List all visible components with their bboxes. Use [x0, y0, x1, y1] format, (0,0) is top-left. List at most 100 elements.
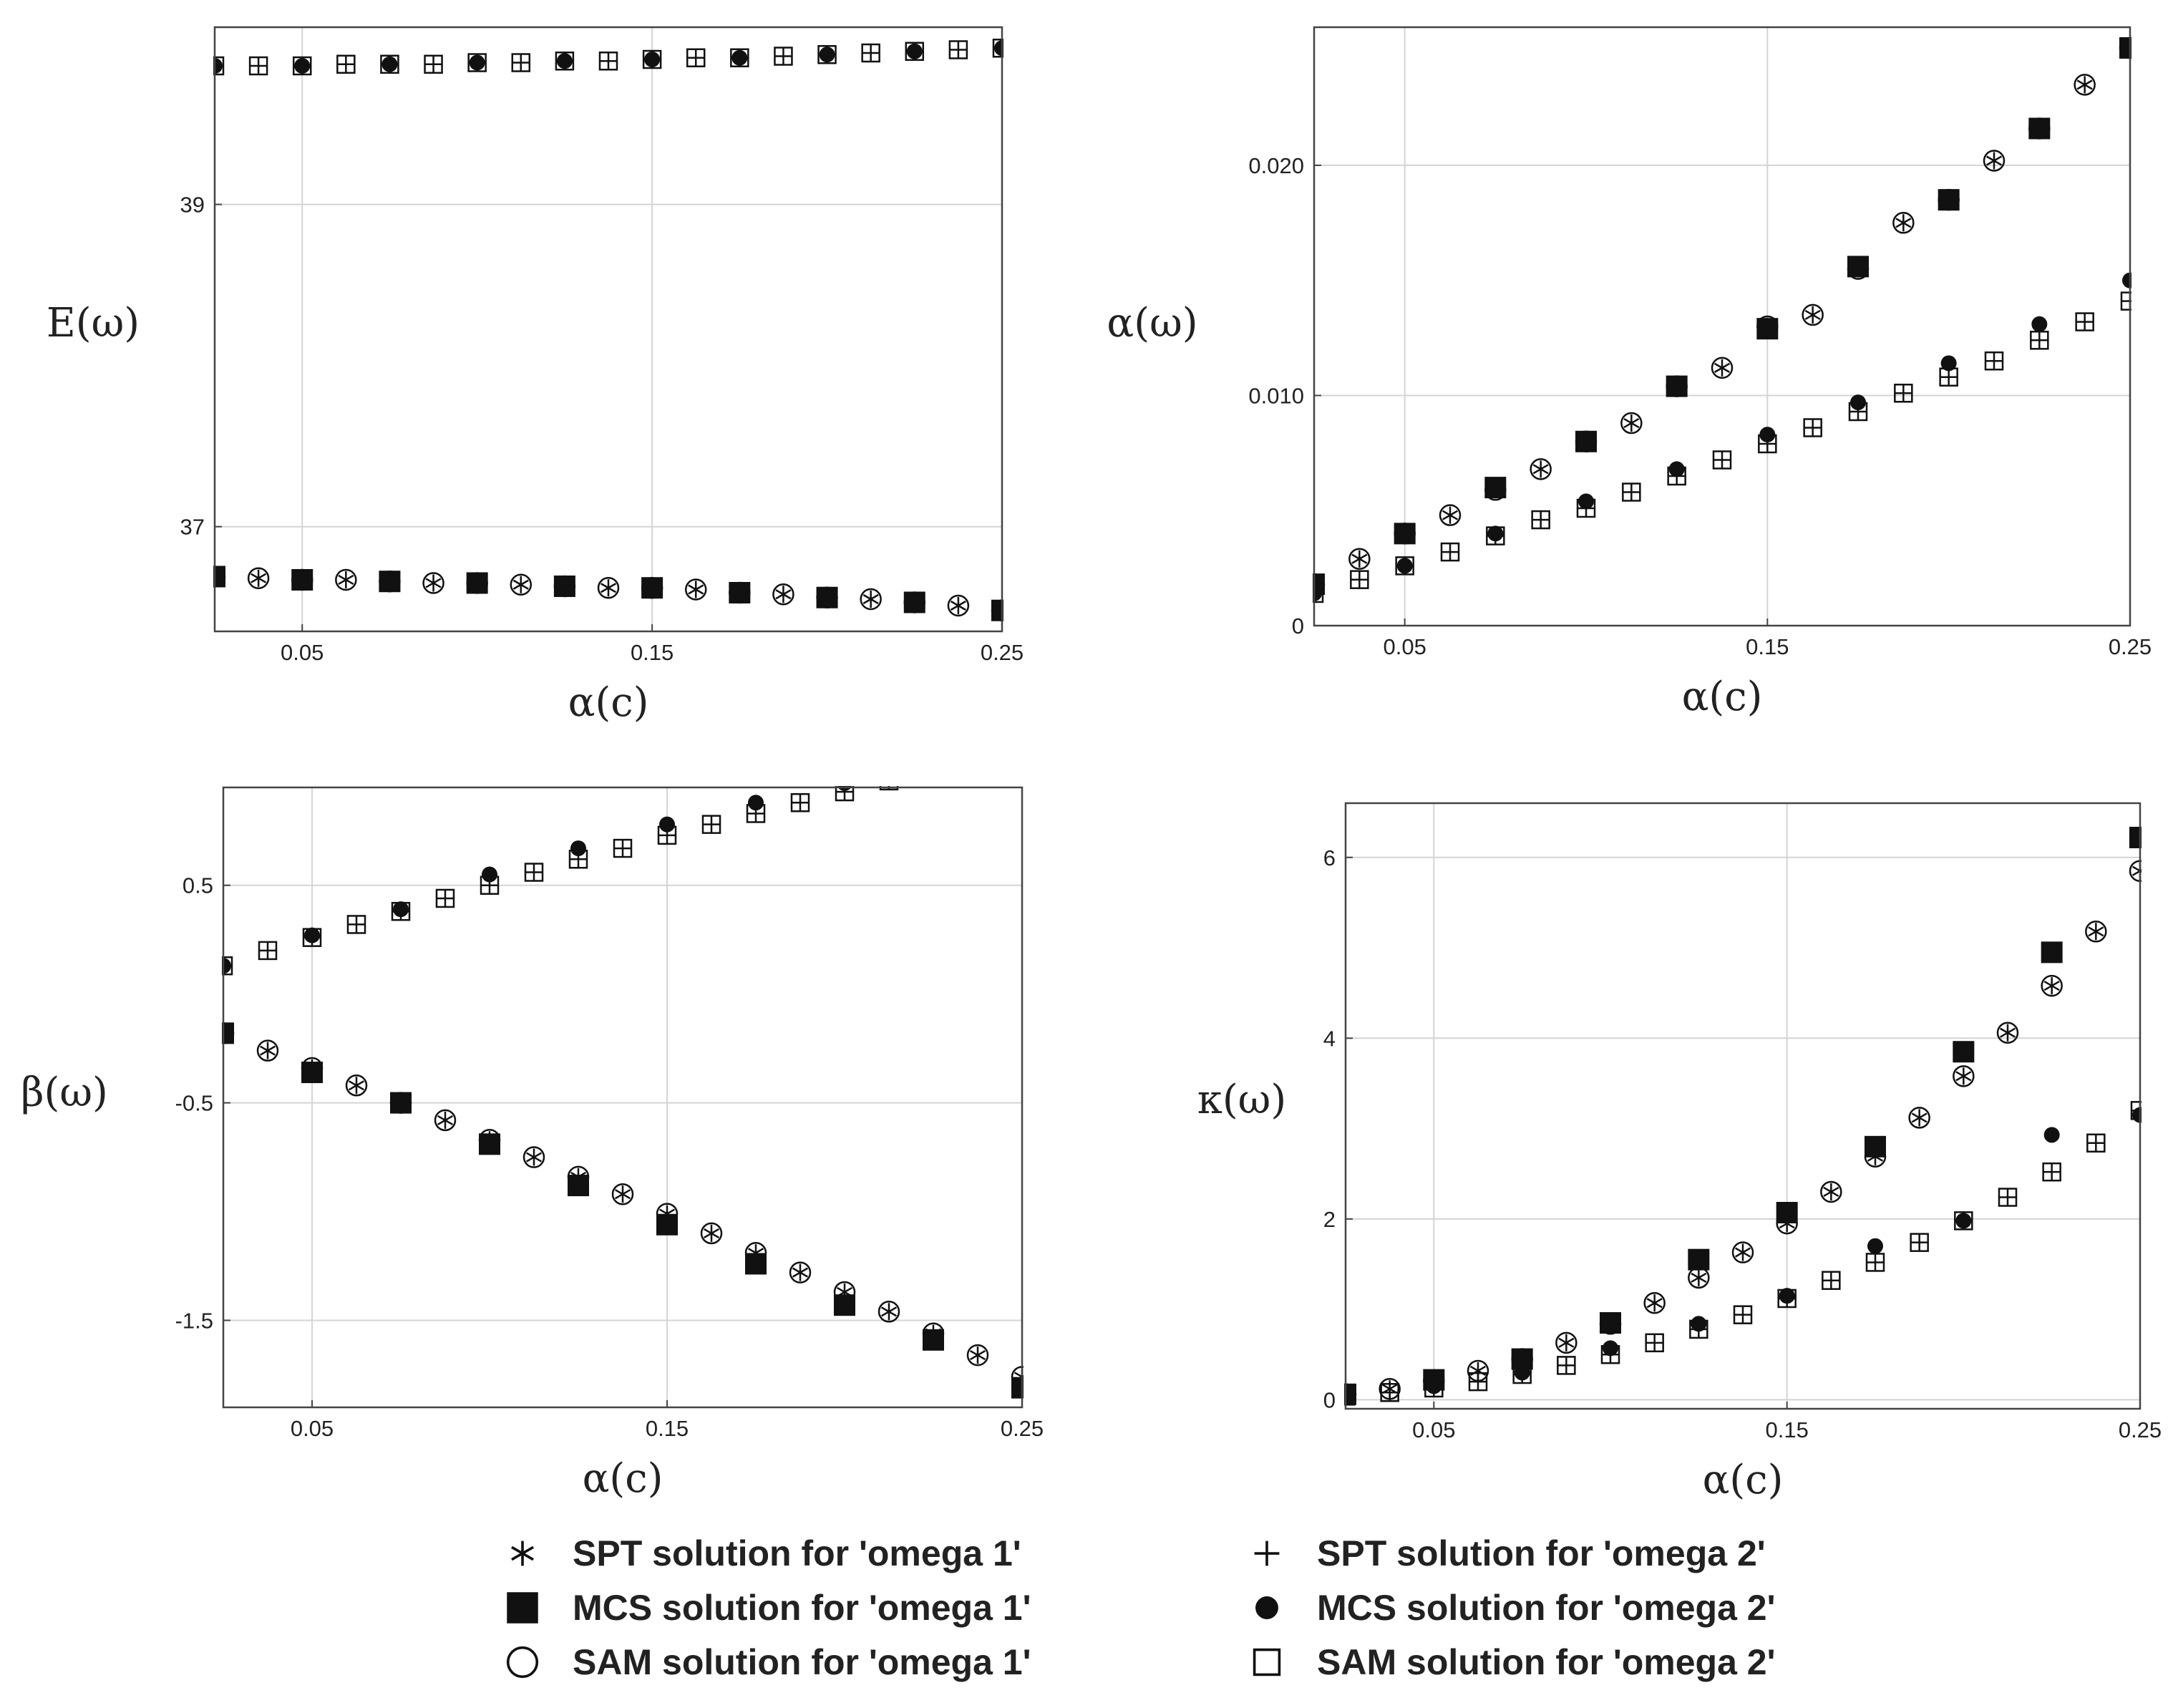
data-point [1953, 1065, 1975, 1087]
legend: SPT solution for 'omega 1' MCS solution … [501, 1532, 1933, 1704]
data-point [600, 52, 617, 70]
data-point [525, 1148, 543, 1166]
legend-text: solution for 'omega 1' [662, 1642, 1031, 1682]
data-point [393, 901, 409, 918]
legend-marker [511, 1540, 534, 1566]
data-point [1578, 493, 1594, 510]
data-point [348, 916, 365, 933]
data-point [258, 941, 278, 961]
data-point [641, 576, 663, 599]
data-point [1487, 525, 1504, 542]
y-tick-label: 0.010 [1248, 383, 1304, 408]
data-point [1622, 482, 1641, 502]
legend-item-sam-omega2: SAM solution for 'omega 2' [1245, 1641, 1776, 1684]
data-point [1895, 384, 1912, 402]
data-point [1439, 504, 1462, 526]
data-point [1910, 1233, 1929, 1252]
data-point [1645, 1334, 1663, 1352]
y-tick-label: 6 [1323, 845, 1336, 870]
data-point [862, 590, 879, 608]
data-point [1426, 1378, 1442, 1394]
data-point [903, 591, 926, 613]
data-point [259, 1042, 276, 1059]
data-point [1847, 258, 1870, 280]
legend-method: SPT [1317, 1533, 1387, 1573]
data-point [1558, 1334, 1575, 1352]
y-axis-label: κ(ω) [1197, 1077, 1286, 1123]
markers-kappa [1344, 826, 2142, 1406]
x-tick-label: 0.15 [1765, 1417, 1808, 1442]
plot-frame [1313, 26, 2131, 627]
star-icon [511, 1540, 534, 1566]
data-point [1734, 1243, 1751, 1261]
data-point [1350, 570, 1369, 589]
data-point [816, 586, 838, 608]
data-point [1668, 461, 1685, 477]
data-point [2028, 117, 2051, 140]
x-tick-label: 0.05 [281, 640, 324, 665]
data-point [684, 578, 707, 601]
data-point [1620, 412, 1643, 435]
y-tick-label: 4 [1323, 1026, 1336, 1051]
data-point [2043, 977, 2060, 995]
data-point [2075, 312, 2094, 331]
data-point [302, 928, 322, 947]
open-square-icon [1253, 1648, 1281, 1677]
data-point [835, 786, 855, 802]
data-point [2076, 313, 2094, 331]
x-tick-label: 0.25 [981, 640, 1024, 665]
data-point [1804, 306, 1821, 324]
data-point [922, 1322, 945, 1344]
data-point [969, 750, 986, 767]
data-point [862, 44, 880, 62]
legend-method: SPT [573, 1533, 643, 1573]
markers-beta [222, 750, 1024, 1399]
y-tick-label: 0 [1292, 613, 1304, 639]
data-point [2041, 941, 2063, 964]
data-point [686, 48, 706, 68]
data-point [2031, 331, 2048, 349]
data-point [878, 1301, 900, 1323]
data-point [1713, 451, 1731, 469]
data-point [1531, 510, 1550, 530]
data-point [259, 941, 276, 959]
data-point [1756, 315, 1779, 338]
data-point [860, 588, 882, 611]
x-tick-label: 0.25 [2109, 634, 2152, 659]
panel-alpha: 0.05 0.15 0.25 0 0.010 0.020 α(c) α(ω) [1107, 26, 2152, 720]
data-point [950, 596, 966, 614]
data-point [1394, 523, 1416, 545]
x-tick-label: 0.15 [1746, 634, 1789, 659]
data-point [1603, 1340, 1618, 1357]
data-point [1822, 1271, 1840, 1289]
data-point [905, 42, 925, 62]
data-point [730, 48, 749, 68]
plot-area [1314, 27, 2130, 626]
data-point [819, 47, 835, 63]
data-point [611, 1183, 634, 1205]
x-tick-label: 0.25 [1001, 1416, 1044, 1441]
data-point [925, 762, 942, 779]
legend-text: solution for 'omega 1' [652, 1533, 1021, 1573]
data-point [379, 570, 401, 593]
plot-frame [1344, 802, 2142, 1410]
x-tick-label: 0.05 [1383, 634, 1426, 659]
markers-alpha [1313, 37, 2131, 603]
data-point [556, 53, 573, 69]
data-point [2086, 1133, 2106, 1153]
legend-text: solution for 'omega 2' [1406, 1642, 1776, 1682]
data-point [1532, 511, 1550, 529]
data-point [1667, 466, 1686, 486]
data-point [774, 47, 793, 66]
data-point [688, 581, 704, 598]
data-point [434, 1109, 457, 1132]
x-axis-label: α(c) [1703, 1457, 1784, 1503]
data-point [1351, 550, 1368, 568]
data-point [294, 58, 311, 74]
data-point [337, 55, 355, 73]
data-point [2030, 331, 2049, 350]
data-point [568, 1175, 589, 1197]
data-point [301, 1062, 323, 1084]
data-point [304, 927, 320, 943]
